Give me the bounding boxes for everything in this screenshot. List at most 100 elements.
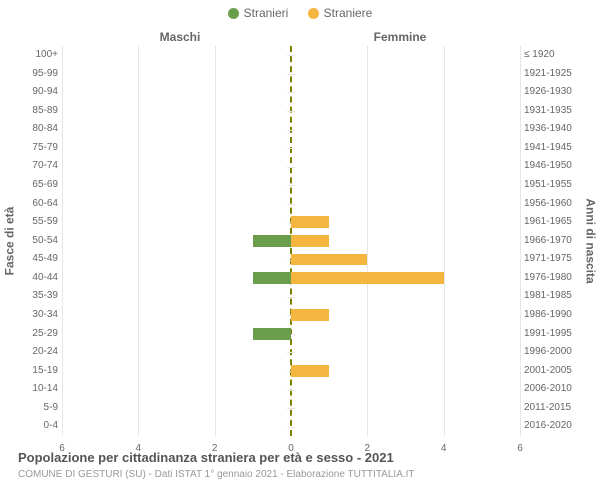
chart-row: 65-691951-1955 bbox=[62, 176, 520, 195]
row-tick bbox=[291, 334, 295, 335]
age-label: 60-64 bbox=[18, 195, 58, 214]
legend-item-female: Straniere bbox=[308, 6, 373, 20]
year-label: 2011-2015 bbox=[524, 399, 580, 418]
year-label: 1956-1960 bbox=[524, 195, 580, 214]
bar-female bbox=[291, 216, 329, 228]
year-label: 1986-1990 bbox=[524, 306, 580, 325]
chart-row: 30-341986-1990 bbox=[62, 306, 520, 325]
year-label: 1926-1930 bbox=[524, 83, 580, 102]
bar-female bbox=[291, 365, 329, 377]
age-label: 95-99 bbox=[18, 65, 58, 84]
chart-row: 75-791941-1945 bbox=[62, 139, 520, 158]
row-tick bbox=[291, 148, 295, 149]
footer: Popolazione per cittadinanza straniera p… bbox=[18, 450, 582, 480]
row-tick bbox=[291, 92, 295, 93]
year-label: 1966-1970 bbox=[524, 232, 580, 251]
year-label: 1941-1945 bbox=[524, 139, 580, 158]
age-label: 100+ bbox=[18, 46, 58, 65]
bar-male bbox=[253, 272, 291, 284]
row-tick bbox=[291, 390, 295, 391]
year-label: 1936-1940 bbox=[524, 120, 580, 139]
bar-male bbox=[253, 328, 291, 340]
column-header-female: Femmine bbox=[320, 30, 480, 44]
age-label: 0-4 bbox=[18, 417, 58, 436]
bar-female bbox=[291, 272, 444, 284]
legend-item-male: Stranieri bbox=[228, 6, 289, 20]
row-tick bbox=[291, 352, 295, 353]
x-gridline bbox=[520, 46, 521, 436]
chart-row: 70-741946-1950 bbox=[62, 157, 520, 176]
bar-female bbox=[291, 235, 329, 247]
age-label: 45-49 bbox=[18, 250, 58, 269]
bar-male bbox=[253, 235, 291, 247]
age-label: 35-39 bbox=[18, 287, 58, 306]
row-tick bbox=[291, 167, 295, 168]
chart-title: Popolazione per cittadinanza straniera p… bbox=[18, 450, 582, 465]
age-label: 70-74 bbox=[18, 157, 58, 176]
year-label: 1961-1965 bbox=[524, 213, 580, 232]
year-label: 1971-1975 bbox=[524, 250, 580, 269]
age-label: 85-89 bbox=[18, 102, 58, 121]
row-tick bbox=[291, 130, 295, 131]
chart-row: 25-291991-1995 bbox=[62, 325, 520, 344]
age-label: 25-29 bbox=[18, 325, 58, 344]
age-label: 80-84 bbox=[18, 120, 58, 139]
chart-row: 50-541966-1970 bbox=[62, 232, 520, 251]
column-header-male: Maschi bbox=[100, 30, 260, 44]
year-label: 1951-1955 bbox=[524, 176, 580, 195]
chart-row: 35-391981-1985 bbox=[62, 287, 520, 306]
year-label: 2016-2020 bbox=[524, 417, 580, 436]
age-label: 75-79 bbox=[18, 139, 58, 158]
chart-source: COMUNE DI GESTURI (SU) - Dati ISTAT 1° g… bbox=[18, 469, 582, 480]
plot-area: 6420246100+≤ 192095-991921-192590-941926… bbox=[62, 46, 520, 436]
y-axis-label-right: Anni di nascita bbox=[582, 46, 600, 436]
chart-row: 40-441976-1980 bbox=[62, 269, 520, 288]
year-label: 2006-2010 bbox=[524, 380, 580, 399]
year-label: 1981-1985 bbox=[524, 287, 580, 306]
legend-label-female: Straniere bbox=[324, 6, 373, 20]
year-label: 1946-1950 bbox=[524, 157, 580, 176]
row-tick bbox=[291, 111, 295, 112]
chart-container: Stranieri Straniere Maschi Femmine Fasce… bbox=[0, 0, 600, 500]
age-label: 20-24 bbox=[18, 343, 58, 362]
chart-row: 15-192001-2005 bbox=[62, 362, 520, 381]
age-label: 90-94 bbox=[18, 83, 58, 102]
age-label: 30-34 bbox=[18, 306, 58, 325]
chart-row: 45-491971-1975 bbox=[62, 250, 520, 269]
chart-row: 100+≤ 1920 bbox=[62, 46, 520, 65]
year-label: 1991-1995 bbox=[524, 325, 580, 344]
row-tick bbox=[291, 204, 295, 205]
legend-swatch-male bbox=[228, 8, 239, 19]
age-label: 55-59 bbox=[18, 213, 58, 232]
chart-row: 80-841936-1940 bbox=[62, 120, 520, 139]
year-label: 1921-1925 bbox=[524, 65, 580, 84]
legend-swatch-female bbox=[308, 8, 319, 19]
row-tick bbox=[291, 74, 295, 75]
chart-row: 90-941926-1930 bbox=[62, 83, 520, 102]
chart-row: 85-891931-1935 bbox=[62, 102, 520, 121]
age-label: 50-54 bbox=[18, 232, 58, 251]
chart-row: 60-641956-1960 bbox=[62, 195, 520, 214]
age-label: 40-44 bbox=[18, 269, 58, 288]
age-label: 15-19 bbox=[18, 362, 58, 381]
chart-row: 10-142006-2010 bbox=[62, 380, 520, 399]
row-tick bbox=[291, 185, 295, 186]
legend-label-male: Stranieri bbox=[244, 6, 289, 20]
year-label: 1931-1935 bbox=[524, 102, 580, 121]
bar-female bbox=[291, 254, 367, 266]
year-label: 2001-2005 bbox=[524, 362, 580, 381]
year-label: ≤ 1920 bbox=[524, 46, 580, 65]
bar-female bbox=[291, 309, 329, 321]
year-label: 1996-2000 bbox=[524, 343, 580, 362]
chart-row: 0-42016-2020 bbox=[62, 417, 520, 436]
chart-row: 20-241996-2000 bbox=[62, 343, 520, 362]
age-label: 10-14 bbox=[18, 380, 58, 399]
row-tick bbox=[291, 55, 295, 56]
row-tick bbox=[291, 427, 295, 428]
age-label: 5-9 bbox=[18, 399, 58, 418]
year-label: 1976-1980 bbox=[524, 269, 580, 288]
chart-row: 95-991921-1925 bbox=[62, 65, 520, 84]
chart-row: 55-591961-1965 bbox=[62, 213, 520, 232]
chart-row: 5-92011-2015 bbox=[62, 399, 520, 418]
age-label: 65-69 bbox=[18, 176, 58, 195]
